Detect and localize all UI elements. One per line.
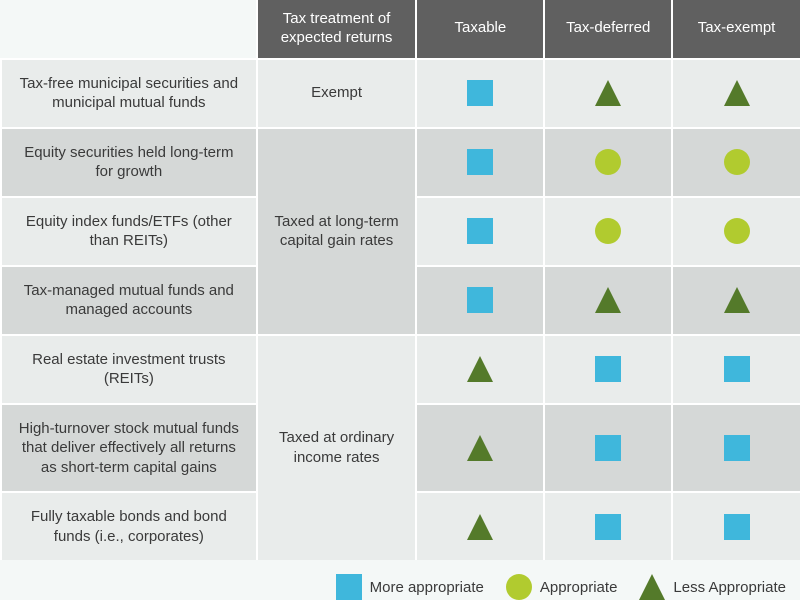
less-icon <box>724 287 750 313</box>
col-header-4: Tax-exempt <box>672 0 800 59</box>
more-icon <box>595 514 621 540</box>
more-icon <box>467 149 493 175</box>
rating-cell <box>544 59 672 128</box>
legend-item-more: More appropriate <box>336 574 484 600</box>
less-icon <box>595 287 621 313</box>
rating-cell <box>672 404 800 493</box>
more-icon <box>467 218 493 244</box>
legend-item-appropriate: Appropriate <box>506 574 618 600</box>
col-header-3: Tax-deferred <box>544 0 672 59</box>
row-label: Tax-managed mutual funds and managed acc… <box>1 266 257 335</box>
appropriate-icon <box>595 149 621 175</box>
tax-treatment: Taxed at ordinary income rates <box>257 335 417 561</box>
appropriate-icon <box>595 218 621 244</box>
rating-cell <box>672 335 800 404</box>
rating-cell <box>544 128 672 197</box>
rating-cell <box>544 197 672 266</box>
col-header-2: Taxable <box>416 0 544 59</box>
table-body: Tax-free municipal securities and munici… <box>1 59 800 561</box>
less-icon <box>467 435 493 461</box>
tax-treatment: Taxed at long-term capital gain rates <box>257 128 417 335</box>
less-icon <box>595 80 621 106</box>
table-row: Equity securities held long-term for gro… <box>1 128 800 197</box>
table-row: Real estate investment trusts (REITs)Tax… <box>1 335 800 404</box>
legend: More appropriate Appropriate Less Appropri… <box>0 560 800 600</box>
col-header-1: Tax treatment of expected returns <box>257 0 417 59</box>
more-icon <box>467 287 493 313</box>
rating-cell <box>544 335 672 404</box>
rating-cell <box>416 59 544 128</box>
asset-location-table: Tax treatment of expected returnsTaxable… <box>0 0 800 560</box>
rating-cell <box>416 335 544 404</box>
row-label: Equity index funds/ETFs (other than REIT… <box>1 197 257 266</box>
legend-label: More appropriate <box>370 579 484 596</box>
less-icon <box>467 356 493 382</box>
more-icon <box>724 356 750 382</box>
rating-cell <box>544 266 672 335</box>
row-label: High-turnover stock mutual funds that de… <box>1 404 257 493</box>
appropriate-icon <box>506 574 532 600</box>
row-label: Tax-free municipal securities and munici… <box>1 59 257 128</box>
legend-label: Less Appropriate <box>673 579 786 596</box>
less-icon <box>467 514 493 540</box>
more-icon <box>595 435 621 461</box>
row-label: Equity securities held long-term for gro… <box>1 128 257 197</box>
rating-cell <box>672 128 800 197</box>
more-icon <box>467 80 493 106</box>
more-icon <box>724 435 750 461</box>
rating-cell <box>416 197 544 266</box>
appropriate-icon <box>724 149 750 175</box>
table: Tax treatment of expected returnsTaxable… <box>0 0 800 560</box>
appropriate-icon <box>724 218 750 244</box>
row-label: Real estate investment trusts (REITs) <box>1 335 257 404</box>
rating-cell <box>416 128 544 197</box>
rating-cell <box>544 404 672 493</box>
legend-label: Appropriate <box>540 579 618 596</box>
legend-item-less: Less Appropriate <box>639 574 786 600</box>
rating-cell <box>672 266 800 335</box>
less-icon <box>639 574 665 600</box>
rating-cell <box>416 404 544 493</box>
table-row: Tax-free municipal securities and munici… <box>1 59 800 128</box>
table-header-row: Tax treatment of expected returnsTaxable… <box>1 0 800 59</box>
rating-cell <box>672 197 800 266</box>
more-icon <box>724 514 750 540</box>
less-icon <box>724 80 750 106</box>
tax-treatment: Exempt <box>257 59 417 128</box>
more-icon <box>336 574 362 600</box>
col-header-0 <box>1 0 257 59</box>
more-icon <box>595 356 621 382</box>
rating-cell <box>416 266 544 335</box>
rating-cell <box>672 59 800 128</box>
